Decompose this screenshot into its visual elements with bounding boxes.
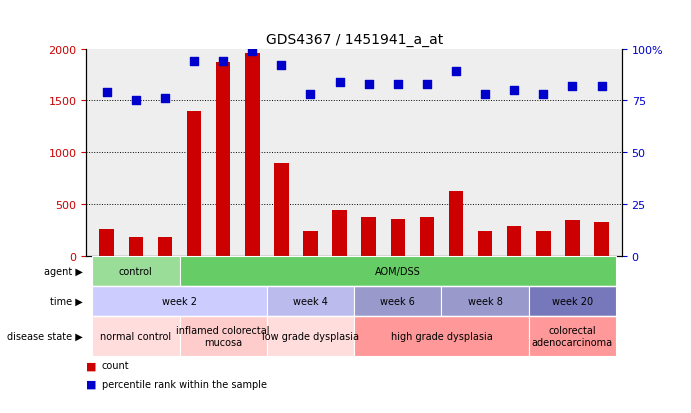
Bar [507,227,522,256]
Text: colorectal
adenocarcinoma: colorectal adenocarcinoma [532,325,613,347]
Text: high grade dysplasia: high grade dysplasia [390,331,492,342]
Point [218,59,229,65]
Point [392,81,404,88]
Point [131,98,142,104]
Bar [332,211,347,256]
Point [189,59,200,65]
Point [596,83,607,90]
Bar [390,219,405,256]
Bar [536,231,551,256]
Text: week 2: week 2 [162,297,197,306]
Text: control: control [119,266,153,276]
Bar [158,237,172,256]
Text: ■: ■ [86,379,97,389]
Point [480,92,491,98]
Bar [274,163,289,256]
Text: percentile rank within the sample: percentile rank within the sample [102,379,267,389]
Bar [100,230,114,256]
Text: count: count [102,361,129,370]
Bar [478,231,493,256]
Title: GDS4367 / 1451941_a_at: GDS4367 / 1451941_a_at [265,33,443,47]
Point [422,81,433,88]
Point [160,96,171,102]
Point [363,81,375,88]
Point [538,92,549,98]
Bar [594,222,609,256]
Text: low grade dysplasia: low grade dysplasia [262,331,359,342]
Point [509,88,520,94]
Bar [245,54,260,256]
Bar [216,63,230,256]
Point [567,83,578,90]
Text: normal control: normal control [100,331,171,342]
Point [247,48,258,55]
Text: inflamed colorectal
mucosa: inflamed colorectal mucosa [176,325,270,347]
Text: week 20: week 20 [552,297,593,306]
Point [101,90,112,96]
Text: disease state ▶: disease state ▶ [7,331,83,342]
Text: AOM/DSS: AOM/DSS [375,266,421,276]
Text: week 4: week 4 [293,297,328,306]
Text: ■: ■ [86,361,97,370]
Bar [129,237,143,256]
Bar [565,220,580,256]
Text: week 6: week 6 [380,297,415,306]
Point [451,69,462,76]
Bar [419,217,434,256]
Bar [303,231,318,256]
Text: time ▶: time ▶ [50,297,83,306]
Bar [448,191,463,256]
Bar [361,218,376,256]
Point [305,92,316,98]
Text: agent ▶: agent ▶ [44,266,83,276]
Point [334,79,345,86]
Bar [187,112,201,256]
Text: week 8: week 8 [468,297,502,306]
Point [276,63,287,69]
